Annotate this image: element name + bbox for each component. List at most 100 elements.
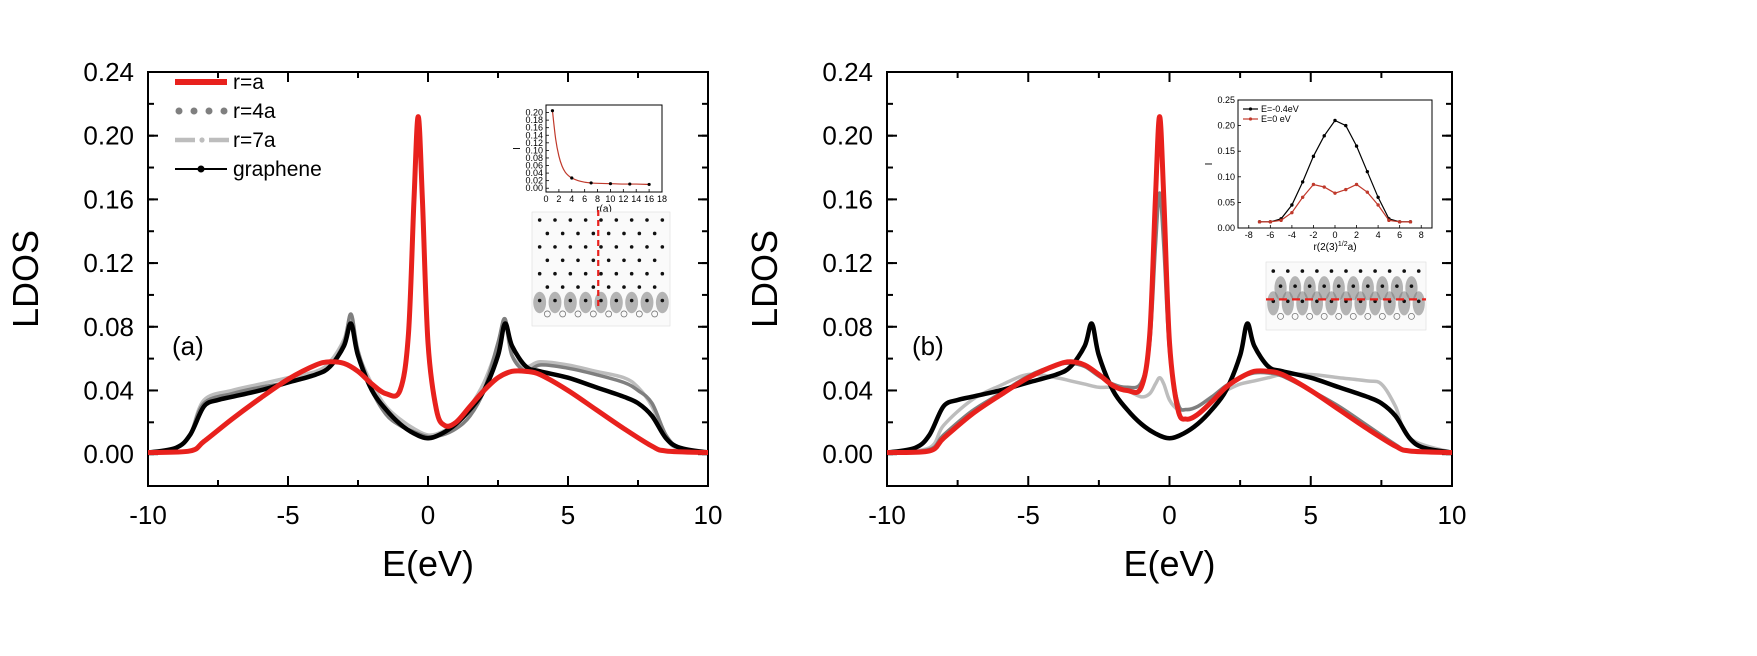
inset-marker-E-0-eV [1344, 187, 1348, 192]
y-tick-label: 0.00 [83, 439, 134, 469]
inset-marker-data [608, 182, 613, 186]
inset-x-label-part: r(2(3) [1313, 242, 1337, 253]
inset-y-tick-label: 0.12 [525, 138, 543, 148]
inset-y-tick-label: 0.02 [525, 176, 543, 186]
legend-swatch-dot-r-7a [199, 137, 205, 143]
legend: r=a r=4a r=7a graphene [175, 71, 322, 181]
lattice-image [531, 210, 671, 327]
lattice-atom [576, 258, 580, 263]
series-line-r-a [887, 114, 1452, 456]
lattice-atom [537, 245, 542, 249]
inset-legend-label-E-0-eV: E=0 eV [1261, 114, 1291, 124]
y-axis: 0.00 0.04 0.08 0.12 0.16 0.20 0.24 [822, 57, 1452, 487]
lattice-shadow [1318, 276, 1331, 301]
x-tick-label: 0 [421, 500, 435, 530]
inset-y-tick-label: 0.25 [1217, 95, 1235, 105]
y-tick-label: 0.04 [822, 375, 873, 405]
inset-marker-E-0-eV [1333, 191, 1337, 195]
inset-y-tick-label: 0.05 [1217, 197, 1235, 207]
inset-marker-E-0-4eV [1354, 144, 1359, 148]
inset-y-tick-label: 0.06 [525, 161, 543, 171]
inset-x-tick-label: -2 [1309, 230, 1317, 240]
lattice-atom [1300, 299, 1305, 304]
lattice-atom [560, 258, 565, 263]
lattice-atom [553, 298, 557, 303]
x-tick-label: 5 [1304, 500, 1318, 530]
inset-x-tick-label: 10 [605, 194, 615, 204]
lattice-atom [1344, 269, 1348, 273]
inset-marker-data [628, 182, 632, 186]
inset-marker-E-0-eV [1387, 218, 1391, 223]
lattice-atom [591, 258, 596, 263]
series-group [887, 114, 1452, 456]
inset-legend-label-E-0-4eV: E=-0.4eV [1261, 104, 1299, 114]
inset-marker-E-0-4eV [1333, 118, 1337, 123]
lattice-shadow [609, 291, 623, 314]
lattice-atom [652, 285, 657, 289]
legend-label-r-7a: r=7a [233, 129, 276, 152]
lattice-atom [1300, 269, 1305, 273]
lattice-atom [576, 285, 580, 289]
lattice-open-atom [1291, 312, 1299, 320]
inset-x-tick-label: 4 [1376, 230, 1381, 240]
inset-frame [545, 104, 663, 193]
lattice-atom [660, 218, 665, 222]
lattice-atom [1380, 284, 1385, 288]
lattice-open-atom [1277, 312, 1284, 320]
inset-x-label-suffix: a) [1348, 242, 1357, 253]
inset-marker-E-0-4eV [1311, 154, 1316, 159]
lattice-shadow [1354, 291, 1367, 316]
lattice-atom [583, 218, 588, 222]
lattice-atom [629, 271, 634, 276]
series-line-r-a [148, 114, 708, 456]
lattice-open-atom [605, 310, 613, 318]
y-tick-label: 0.04 [83, 375, 134, 405]
lattice-open-atom [651, 310, 659, 318]
lattice-shadow [548, 291, 562, 314]
lattice-atom [583, 245, 588, 249]
lattice-open-atom [1320, 312, 1328, 320]
lattice-shadow [1412, 291, 1425, 316]
lattice-atom [629, 218, 634, 222]
lattice-atom [660, 298, 665, 303]
lattice-atom [614, 245, 619, 249]
lattice-shadow [1288, 276, 1302, 301]
lattice-shadow [1296, 291, 1309, 316]
lattice-atom [606, 231, 611, 236]
x-tick-label: 10 [1438, 500, 1467, 530]
lattice-open-atom [559, 310, 567, 318]
lattice-atom [1387, 269, 1392, 273]
inset-marker-E-0-eV [1408, 220, 1413, 224]
lattice-atom [545, 258, 550, 263]
inset-marker-E-0-4eV [1376, 195, 1380, 199]
inset-x-tick-label: 12 [618, 194, 628, 204]
lattice-open-atom [620, 310, 628, 318]
lattice-atom [629, 298, 634, 303]
lattice-atom [583, 271, 588, 276]
lattice-atom [660, 271, 665, 276]
lattice-atom [660, 245, 665, 249]
lattice-atom [1315, 299, 1319, 304]
inset-marker-E-0-eV [1300, 195, 1305, 199]
inset-y-tick-label: 0.15 [1217, 146, 1235, 156]
lattice-shadow [1332, 276, 1345, 301]
inset-x-tick-label: 0 [1332, 230, 1337, 240]
inset-marker-E-0-4eV [1365, 169, 1370, 174]
lattice-atom [1322, 284, 1326, 288]
inset-x-tick-label: -4 [1288, 230, 1296, 240]
inset-chart: -8 -6 -4 -2 0 2 4 6 8 0.00 0.05 0.10 0.15 0.20 0.25 r(2… [1204, 95, 1433, 253]
legend-label-graphene: graphene [233, 158, 322, 181]
y-tick-label: 0.24 [822, 57, 873, 87]
lattice-open-atom [1335, 312, 1343, 320]
lattice-atom [637, 231, 642, 236]
lattice-atom [583, 298, 588, 303]
lattice-atom [645, 298, 649, 303]
inset-x-tick-label: 16 [644, 194, 654, 204]
lattice-atom [614, 298, 619, 303]
lattice-shadow [1339, 291, 1353, 316]
lattice-atom [1416, 299, 1421, 304]
y-tick-label: 0.08 [822, 312, 873, 342]
lattice-atom [652, 258, 657, 263]
inset-marker-E-0-4eV [1290, 203, 1294, 207]
